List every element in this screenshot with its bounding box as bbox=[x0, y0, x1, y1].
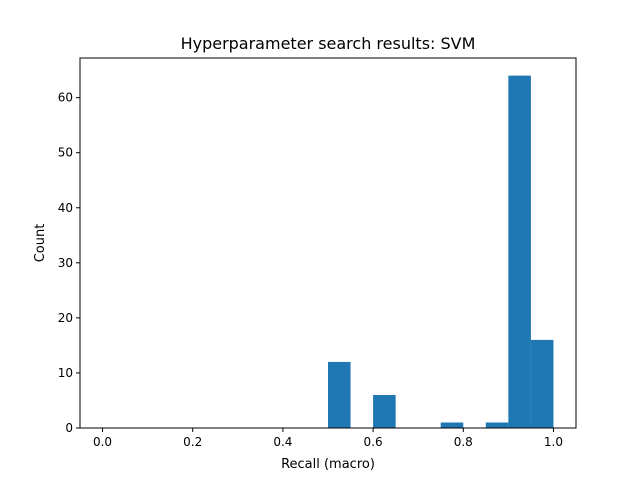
chart-title: Hyperparameter search results: SVM bbox=[181, 34, 476, 53]
y-tick-label: 40 bbox=[58, 201, 73, 215]
x-tick-label: 0.0 bbox=[93, 435, 112, 449]
y-axis-label: Count bbox=[33, 224, 48, 263]
histogram-bar bbox=[328, 361, 351, 428]
plot-frame bbox=[79, 57, 577, 429]
x-axis: 0.0 0.2 0.4 0.6 0.8 1.0 bbox=[93, 428, 563, 449]
x-axis-label: Recall (macro) bbox=[281, 457, 375, 472]
x-tick-label: 0.2 bbox=[183, 435, 202, 449]
histogram-bar bbox=[373, 394, 396, 428]
histogram-bar bbox=[485, 422, 509, 428]
histogram-bar bbox=[508, 75, 531, 428]
y-tick-label: 10 bbox=[58, 366, 73, 380]
x-tick-label: 0.4 bbox=[273, 435, 292, 449]
y-tick-label: 0 bbox=[65, 421, 73, 435]
histogram-bar bbox=[440, 422, 464, 428]
x-tick-label: 1.0 bbox=[544, 435, 563, 449]
y-tick-label: 60 bbox=[58, 91, 73, 105]
y-tick-label: 30 bbox=[58, 256, 73, 270]
y-axis: 0 10 20 30 40 50 60 bbox=[58, 91, 80, 435]
y-tick-label: 50 bbox=[58, 146, 73, 160]
y-tick-label: 20 bbox=[58, 311, 73, 325]
x-tick-label: 0.6 bbox=[364, 435, 383, 449]
bars-group bbox=[328, 75, 554, 428]
histogram-bar bbox=[530, 339, 554, 428]
x-tick-label: 0.8 bbox=[454, 435, 473, 449]
